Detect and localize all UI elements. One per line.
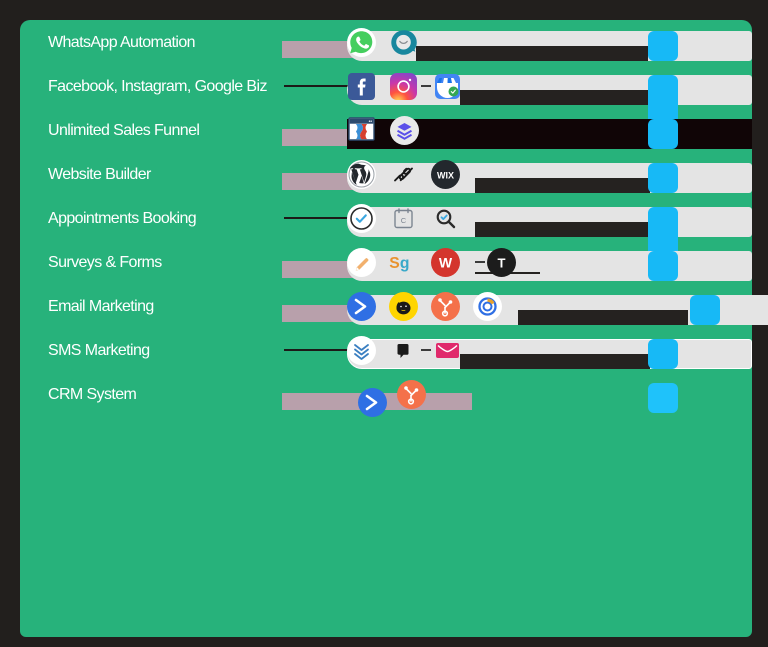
svg-text:T: T — [498, 256, 506, 271]
svg-text:WIX: WIX — [437, 171, 454, 181]
svg-text:W: W — [439, 255, 453, 271]
svg-text:g: g — [400, 255, 410, 272]
svg-text:S: S — [389, 255, 399, 272]
svg-text:C: C — [401, 216, 407, 225]
